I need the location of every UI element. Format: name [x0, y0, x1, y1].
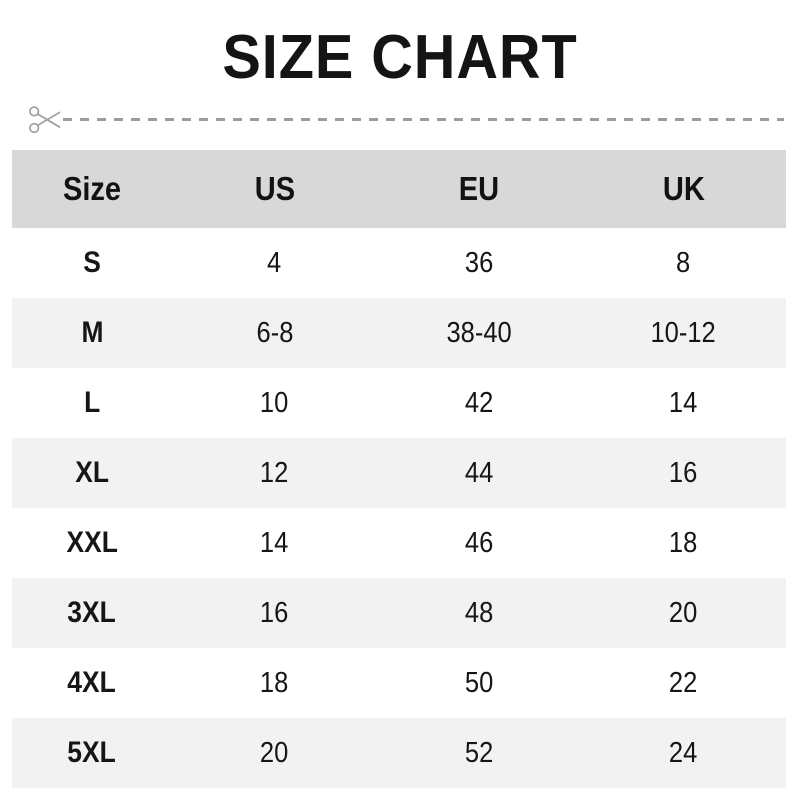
cell-eu: 50 [464, 666, 494, 699]
cell-eu: 52 [464, 736, 494, 769]
column-header-uk: UK [581, 150, 786, 228]
scissors-icon [29, 106, 61, 134]
cell-size: XXL [66, 526, 118, 559]
cell-size: S [83, 246, 101, 279]
cell-size: XL [75, 456, 109, 489]
cell-us: 6-8 [256, 316, 293, 349]
cell-size: L [83, 386, 101, 419]
cell-uk: 24 [669, 736, 698, 769]
table-row: 4XL 18 50 22 [12, 648, 786, 718]
table-row: L 10 42 14 [12, 368, 786, 438]
cell-eu: 48 [464, 596, 494, 629]
cell-uk: 16 [669, 456, 698, 489]
cell-uk: 14 [669, 386, 698, 419]
table-row: XL 12 44 16 [12, 438, 786, 508]
cut-line-dashes [63, 118, 784, 121]
cell-uk: 22 [669, 666, 698, 699]
column-header-size: Size [12, 150, 172, 228]
cell-eu: 38-40 [446, 316, 512, 349]
cell-us: 16 [260, 596, 289, 629]
cell-eu: 42 [464, 386, 494, 419]
table-row: S 4 36 8 [12, 228, 786, 298]
cell-us: 14 [260, 526, 289, 559]
table-row: 5XL 20 52 24 [12, 718, 786, 788]
column-header-us: US [172, 150, 377, 228]
page-title: SIZE CHART [222, 23, 578, 92]
cell-eu: 36 [464, 246, 494, 279]
size-chart-table: Size US EU UK S 4 36 8 M 6-8 38-40 10-12… [12, 150, 786, 788]
cell-us: 4 [267, 246, 282, 279]
cell-eu: 44 [464, 456, 494, 489]
table-row: M 6-8 38-40 10-12 [12, 298, 786, 368]
size-chart-table-container: Size US EU UK S 4 36 8 M 6-8 38-40 10-12… [12, 150, 786, 788]
cell-uk: 10-12 [650, 316, 717, 349]
cell-us: 10 [260, 386, 289, 419]
cell-eu: 46 [464, 526, 494, 559]
cell-us: 18 [260, 666, 289, 699]
table-header-row: Size US EU UK [12, 150, 786, 228]
cell-size: 4XL [67, 666, 117, 699]
cut-line [22, 103, 784, 137]
table-row: XXL 14 46 18 [12, 508, 786, 578]
cell-uk: 8 [676, 246, 691, 279]
cell-size: 5XL [67, 736, 117, 769]
cell-uk: 20 [669, 596, 698, 629]
cell-us: 20 [260, 736, 289, 769]
table-row: 3XL 16 48 20 [12, 578, 786, 648]
cell-size: 3XL [67, 596, 117, 629]
column-header-eu: EU [377, 150, 581, 228]
cell-size: M [81, 316, 103, 349]
cell-uk: 18 [669, 526, 698, 559]
cell-us: 12 [260, 456, 289, 489]
